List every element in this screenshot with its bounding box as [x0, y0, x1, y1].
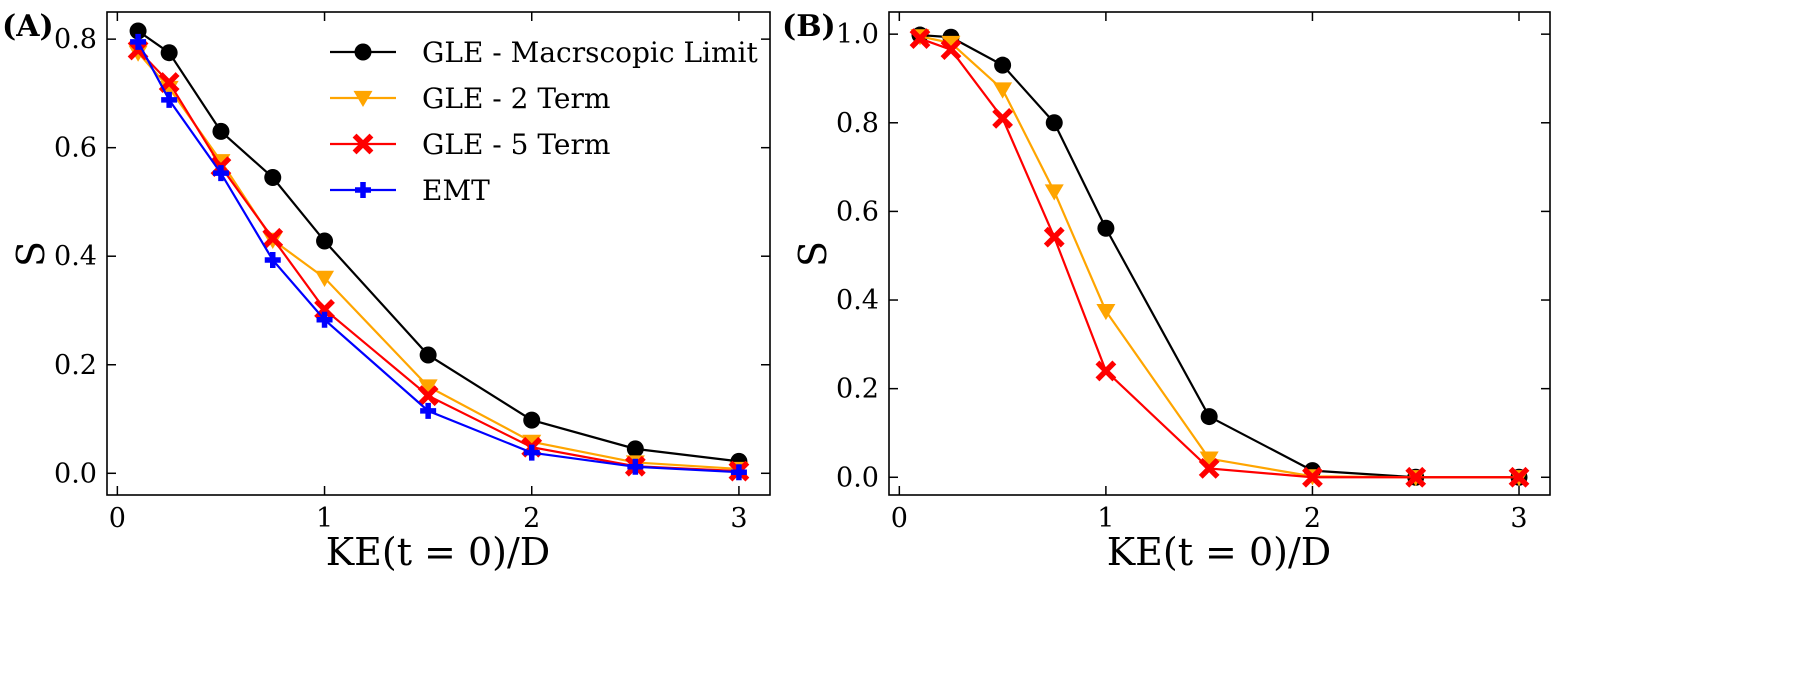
panel-b-point-gle-2-term [1044, 184, 1064, 201]
panel-b-y-tick-label: 0.6 [836, 196, 879, 227]
panel-a-y-ticks: 0.0 0.2 0.4 0.6 0.8 [54, 24, 770, 489]
panel-a-series-emt [130, 33, 747, 481]
panel-b-series-gle-5-term [909, 28, 1530, 488]
panel-a-point-gle-macrscopic-limit [626, 440, 644, 458]
panel-a-y-tick-label: 0.4 [54, 241, 97, 272]
panel-a-point-gle-macrscopic-limit [419, 346, 437, 364]
panel-a-y-tick-label: 0.0 [54, 458, 97, 489]
panel-b-point-gle-macrscopic-limit [1097, 219, 1115, 237]
panel-b-line-gle-macrscopic-limit [919, 33, 1520, 479]
panel-b-x-tick-label: 1 [1097, 503, 1114, 534]
panel-b-y-tick-label: 0.0 [836, 462, 879, 493]
panel-b-point-gle-5-term [1405, 466, 1427, 488]
panel-b-point-gle-5-term [1043, 226, 1065, 248]
panel-a-y-axis-label: S [9, 241, 53, 267]
panel-a: (A) 0 1 2 3 0.0 0.2 0.4 0.6 0.8 KE(t = 0)/D S G… [2, 9, 771, 574]
panel-a-point-gle-macrscopic-limit [523, 411, 541, 429]
panel-b-point-gle-5-term [940, 39, 962, 61]
panel-a-point-gle-5-term [127, 39, 149, 61]
panel-a-point-gle-5-term [158, 72, 180, 93]
panel-a-x-ticks: 0 1 2 3 [109, 12, 748, 534]
panel-a-point-emt [627, 458, 644, 475]
panel-a-point-emt [161, 91, 178, 108]
panel-b-point-gle-5-term [909, 28, 931, 49]
panel-a-point-emt [730, 464, 747, 481]
panel-b-y-tick-label: 0.8 [836, 108, 879, 139]
panel-b-x-tick-label: 3 [1510, 503, 1527, 534]
panel-a-axes-frame [106, 11, 771, 496]
legend-marker [352, 133, 374, 155]
panel-a-point-emt [523, 444, 540, 461]
panel-a-point-gle-macrscopic-limit [160, 44, 178, 62]
panel-b-point-gle-2-term [1199, 451, 1219, 468]
panel-b-label: (B) [782, 9, 836, 44]
legend-item-gle-macrscopic-limit: GLE - Macrscopic Limit [330, 36, 759, 69]
panel-a-point-gle-2-term [315, 270, 335, 287]
legend-label: GLE - Macrscopic Limit [422, 36, 759, 69]
panel-a-y-tick-label: 0.2 [54, 350, 97, 381]
panel-a-point-gle-macrscopic-limit [129, 22, 147, 40]
panel-a-point-gle-macrscopic-limit [212, 122, 230, 140]
panel-b-axes-frame [888, 11, 1551, 496]
panel-a-point-emt [316, 311, 333, 328]
panel-b-point-gle-5-term [992, 107, 1013, 129]
panel-b-point-gle-5-term [1198, 458, 1220, 479]
legend-label: GLE - 2 Term [422, 82, 610, 115]
panel-a-y-tick-label: 0.6 [54, 133, 97, 164]
panel-a-x-axis-label: KE(t = 0)/D [326, 530, 551, 574]
panel-b-line-gle-2-term [919, 35, 1520, 479]
panel-b-y-tick-label: 1.0 [836, 19, 879, 50]
legend: GLE - Macrscopic Limit GLE - 2 Term GLE - … [330, 36, 759, 207]
panel-a-label: (A) [2, 9, 54, 44]
panel-b-point-gle-2-term [941, 35, 961, 53]
panel-a-x-tick-label: 1 [316, 503, 333, 534]
panel-b-point-gle-5-term [1302, 466, 1323, 488]
panel-b-point-gle-macrscopic-limit [1045, 114, 1063, 132]
panel-b-y-axis-label: S [791, 241, 835, 267]
legend-item-emt: EMT [330, 174, 490, 207]
panel-a-point-gle-5-term [262, 227, 284, 249]
panel-a-point-gle-2-term [418, 379, 438, 396]
legend-item-gle-5-term: GLE - 5 Term [330, 128, 610, 161]
panel-b-point-gle-macrscopic-limit [994, 56, 1012, 74]
panel-a-y-tick-label: 0.8 [54, 24, 97, 55]
panel-a-point-gle-macrscopic-limit [264, 169, 282, 187]
panel-b-series-gle-2-term [910, 29, 1529, 487]
panel-a-point-gle-macrscopic-limit [316, 232, 334, 250]
panel-b-point-gle-2-term [993, 82, 1013, 99]
panel-b-series [909, 26, 1530, 488]
panel-a-x-tick-label: 0 [109, 503, 126, 534]
legend-marker [355, 182, 371, 198]
legend-label: EMT [422, 174, 490, 207]
panel-a-line-gle-2-term [137, 51, 739, 471]
panel-b-y-tick-label: 0.2 [836, 374, 879, 405]
panel-b-y-ticks: 0.0 0.2 0.4 0.6 0.8 1.0 [836, 19, 1550, 493]
panel-b-point-gle-5-term [1095, 360, 1117, 382]
panel-a-point-emt [130, 33, 147, 50]
panel-a-x-tick-label: 2 [523, 503, 540, 534]
panel-a-series-gle-5-term [127, 39, 750, 482]
panel-b-x-axis-label: KE(t = 0)/D [1107, 530, 1332, 574]
panel-a-series [127, 22, 750, 482]
panel-b-x-tick-label: 0 [891, 503, 908, 534]
panel-b-x-ticks: 0 1 2 3 [891, 12, 1528, 534]
panel-a-point-emt [264, 252, 281, 269]
panel-b-x-tick-label: 2 [1304, 503, 1321, 534]
legend-marker [354, 43, 372, 61]
panel-a-series-gle-macrscopic-limit [129, 22, 748, 470]
panel-b-y-tick-label: 0.4 [836, 285, 879, 316]
panel-a-x-tick-label: 3 [730, 503, 747, 534]
legend-item-gle-2-term: GLE - 2 Term [330, 82, 610, 115]
panel-a-point-emt [212, 165, 229, 182]
legend-label: GLE - 5 Term [422, 128, 610, 161]
panel-b-point-gle-macrscopic-limit [1200, 408, 1218, 426]
panel-a-point-emt [420, 402, 437, 419]
panel-b-point-gle-5-term [1508, 466, 1530, 488]
panel-a-point-gle-5-term [417, 385, 439, 407]
panel-b-point-gle-2-term [1096, 303, 1116, 321]
legend-marker [353, 90, 373, 108]
